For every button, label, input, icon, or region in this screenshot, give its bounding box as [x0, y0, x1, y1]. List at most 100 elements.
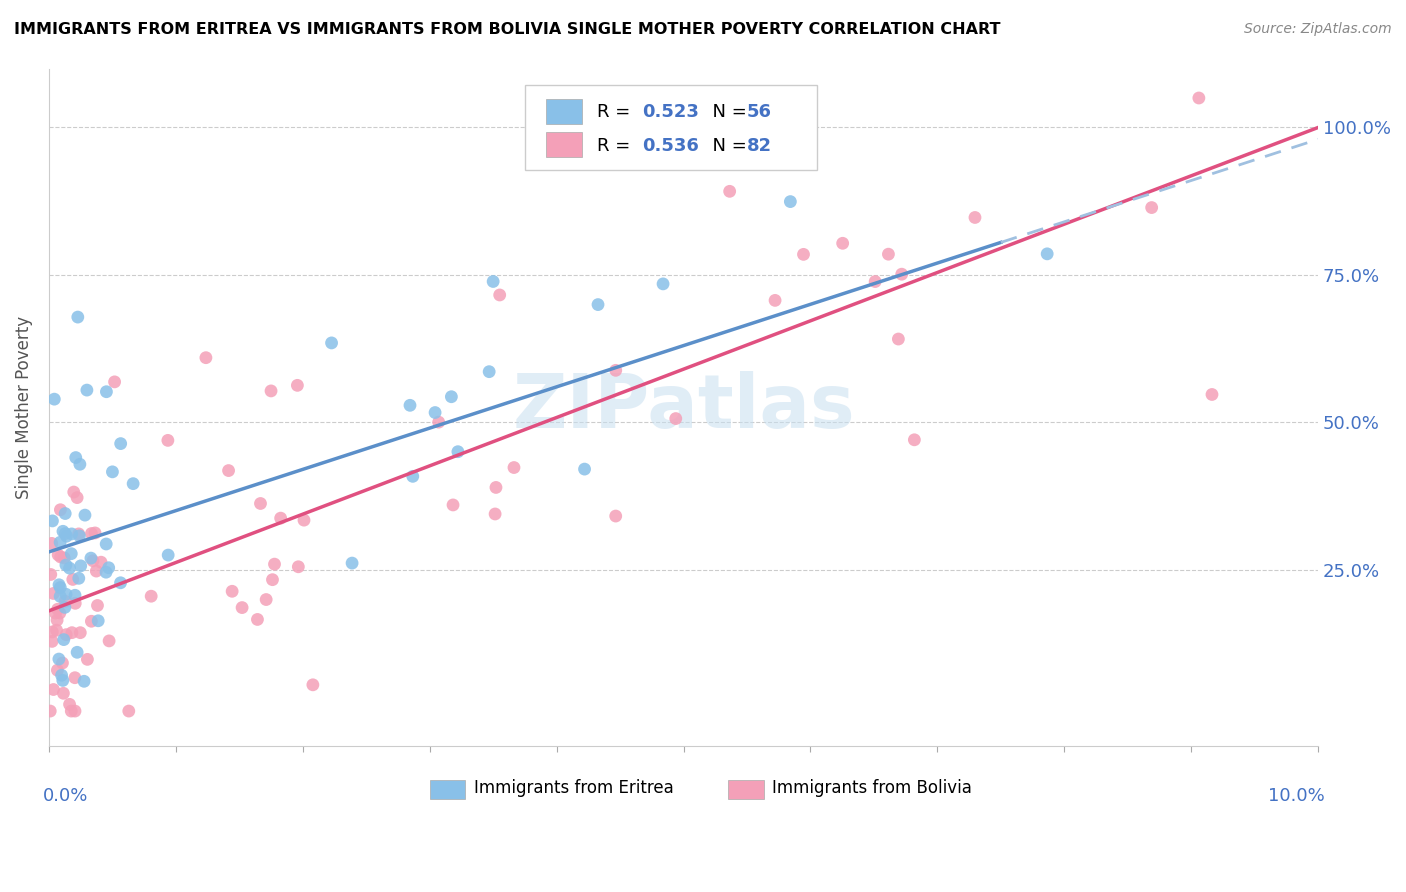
Text: Immigrants from Eritrea: Immigrants from Eritrea: [474, 780, 673, 797]
Point: [53, 600, 76, 615]
Text: N =: N =: [702, 103, 752, 121]
Text: 0.536: 0.536: [641, 137, 699, 155]
Point: [484, 507, 506, 521]
Point: [41, 634, 63, 648]
Point: [1036, 247, 1059, 261]
Point: [42, 682, 65, 697]
Text: IMMIGRANTS FROM ERITREA VS IMMIGRANTS FROM BOLIVIA SINGLE MOTHER POVERTY CORRELA: IMMIGRANTS FROM ERITREA VS IMMIGRANTS FR…: [14, 22, 1001, 37]
Point: [63, 588, 86, 602]
Point: [763, 293, 786, 308]
Point: [101, 465, 124, 479]
Point: [605, 363, 627, 377]
Text: ZIPatlas: ZIPatlas: [512, 371, 855, 444]
Point: [478, 365, 501, 379]
Point: [90, 555, 112, 569]
Point: [52, 673, 75, 688]
Point: [218, 464, 240, 478]
Point: [441, 498, 464, 512]
Point: [156, 434, 179, 448]
Point: [44, 392, 66, 406]
Point: [110, 575, 132, 590]
Point: [48, 578, 70, 592]
Text: R =: R =: [598, 137, 637, 155]
Point: [118, 704, 141, 718]
Point: [63, 671, 86, 685]
Text: 0.0%: 0.0%: [42, 787, 89, 805]
Point: [963, 211, 986, 225]
Point: [58, 698, 80, 712]
Point: [67, 529, 90, 543]
Point: [231, 600, 253, 615]
Point: [427, 415, 450, 429]
Point: [141, 589, 163, 603]
Point: [87, 614, 110, 628]
Point: [249, 496, 271, 510]
Point: [66, 645, 89, 659]
Point: [157, 548, 180, 562]
Point: [53, 526, 76, 541]
Point: [69, 457, 91, 471]
Point: [887, 332, 910, 346]
Text: Source: ZipAtlas.com: Source: ZipAtlas.com: [1244, 22, 1392, 37]
Point: [73, 508, 96, 522]
Point: [55, 587, 77, 601]
Point: [76, 652, 98, 666]
Point: [80, 551, 103, 566]
Point: [44, 606, 66, 620]
Point: [485, 480, 508, 494]
Point: [792, 247, 814, 261]
Point: [96, 384, 118, 399]
Point: [1201, 387, 1223, 401]
Point: [1140, 201, 1163, 215]
Point: [49, 549, 72, 564]
Point: [82, 554, 104, 568]
Point: [652, 277, 675, 291]
Point: [66, 310, 89, 324]
Point: [779, 194, 801, 209]
Point: [122, 476, 145, 491]
Point: [98, 634, 121, 648]
Point: [96, 537, 118, 551]
Point: [903, 433, 925, 447]
Point: [76, 383, 98, 397]
Point: [246, 612, 269, 626]
Point: [69, 558, 91, 573]
Point: [55, 627, 77, 641]
Point: [46, 548, 69, 562]
FancyBboxPatch shape: [430, 780, 465, 799]
Point: [1188, 91, 1211, 105]
Point: [482, 275, 505, 289]
Point: [447, 444, 470, 458]
Point: [46, 663, 69, 677]
Point: [665, 411, 688, 425]
Point: [48, 652, 70, 666]
Point: [46, 613, 69, 627]
Point: [287, 559, 309, 574]
Point: [574, 462, 596, 476]
Point: [45, 624, 67, 638]
Point: [58, 561, 80, 575]
Point: [53, 507, 76, 521]
Point: [49, 590, 72, 604]
FancyBboxPatch shape: [547, 99, 582, 124]
Point: [51, 668, 73, 682]
Point: [402, 469, 425, 483]
Y-axis label: Single Mother Poverty: Single Mother Poverty: [15, 316, 32, 499]
Point: [270, 511, 292, 525]
Point: [53, 594, 76, 608]
Point: [62, 573, 84, 587]
Point: [863, 275, 886, 289]
Point: [287, 378, 309, 392]
Point: [49, 535, 72, 549]
Point: [292, 513, 315, 527]
Point: [46, 602, 69, 616]
Point: [39, 704, 62, 718]
Point: [221, 584, 243, 599]
Point: [488, 288, 510, 302]
Point: [41, 536, 63, 550]
Point: [260, 384, 283, 398]
Point: [877, 247, 900, 261]
Point: [67, 571, 90, 585]
Point: [49, 606, 72, 620]
Point: [60, 547, 83, 561]
